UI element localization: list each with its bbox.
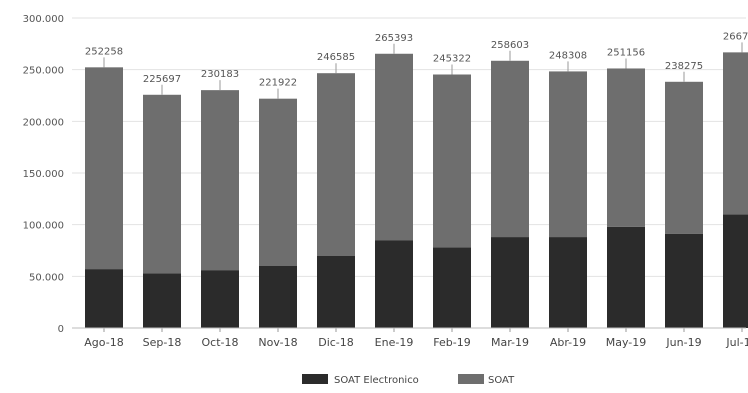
total-label: 238275 [665, 61, 703, 72]
legend-label: SOAT [488, 375, 515, 386]
bar-segment-soat [85, 67, 123, 270]
y-tick-label: 200.000 [23, 117, 64, 128]
x-tick-label: May-19 [606, 336, 647, 349]
total-label: 251156 [607, 47, 645, 58]
bar-segment-soat [433, 74, 471, 248]
bar-segment-soat-electronico [665, 233, 703, 328]
x-tick-label: Feb-19 [433, 336, 470, 349]
bar-segment-soat-electronico [607, 226, 645, 328]
total-label: 230183 [201, 69, 239, 80]
total-label: 265393 [375, 33, 413, 44]
bar-segment-soat [549, 71, 587, 238]
legend-swatch [458, 374, 484, 384]
bar-segment-soat-electronico [85, 269, 123, 328]
bar-segment-soat [317, 73, 355, 256]
total-label: 248308 [549, 50, 587, 61]
bar-segment-soat-electronico [143, 273, 181, 328]
bar-segment-soat-electronico [201, 270, 239, 328]
bar-segment-soat [723, 52, 748, 215]
y-tick-label: 0 [58, 324, 64, 335]
x-tick-label: Abr-19 [550, 336, 586, 349]
bar-segment-soat-electronico [317, 255, 355, 328]
y-tick-label: 50.000 [29, 272, 64, 283]
bar-segment-soat [375, 53, 413, 241]
bar-segment-soat-electronico [433, 247, 471, 328]
x-tick-label: Mar-19 [491, 336, 529, 349]
bar-segment-soat-electronico [375, 240, 413, 328]
total-label: 246585 [317, 52, 355, 63]
x-tick-label: Ene-19 [375, 336, 414, 349]
legend-label: SOAT Electronico [334, 375, 419, 386]
y-tick-label: 300.000 [23, 14, 64, 25]
bars [85, 52, 748, 328]
total-label: 245322 [433, 54, 471, 65]
y-tick-label: 250.000 [23, 66, 64, 77]
total-label: 258603 [491, 40, 529, 51]
total-label: 221922 [259, 78, 297, 89]
bar-segment-soat [491, 60, 529, 238]
bar-segment-soat-electronico [259, 266, 297, 328]
x-tick-label: Jul-19 [725, 336, 748, 349]
x-tick-label: Dic-18 [318, 336, 354, 349]
bar-segment-soat [143, 94, 181, 274]
legend: SOAT Electronico SOAT [302, 374, 515, 386]
y-axis: 0 50.000 100.000 150.000 200.000 250.000 300.0… [23, 14, 64, 335]
x-tick-label: Oct-18 [202, 336, 239, 349]
bar-segment-soat-electronico [723, 214, 748, 328]
legend-swatch [302, 374, 328, 384]
bar-segment-soat [259, 98, 297, 266]
x-tick-label: Sep-18 [143, 336, 182, 349]
x-tick-label: Nov-18 [258, 336, 297, 349]
y-tick-label: 150.000 [23, 169, 64, 180]
total-label: 252258 [85, 46, 123, 57]
bar-segment-soat [665, 81, 703, 234]
x-tick-label: Ago-18 [84, 336, 123, 349]
x-axis: Ago-18 Sep-18 Oct-18 Nov-18 Dic-18 Ene-19 Feb-… [72, 327, 748, 349]
total-label: 266741 [723, 31, 748, 42]
bar-segment-soat [607, 68, 645, 227]
total-label: 225697 [143, 74, 181, 85]
bar-segment-soat [201, 90, 239, 271]
total-labels: 252258 225697 230183 221922 246585 265393 2453… [85, 31, 748, 99]
bar-segment-soat-electronico [491, 237, 529, 328]
bar-segment-soat-electronico [549, 237, 587, 328]
x-tick-label: Jun-19 [665, 336, 701, 349]
y-tick-label: 100.000 [23, 221, 64, 232]
